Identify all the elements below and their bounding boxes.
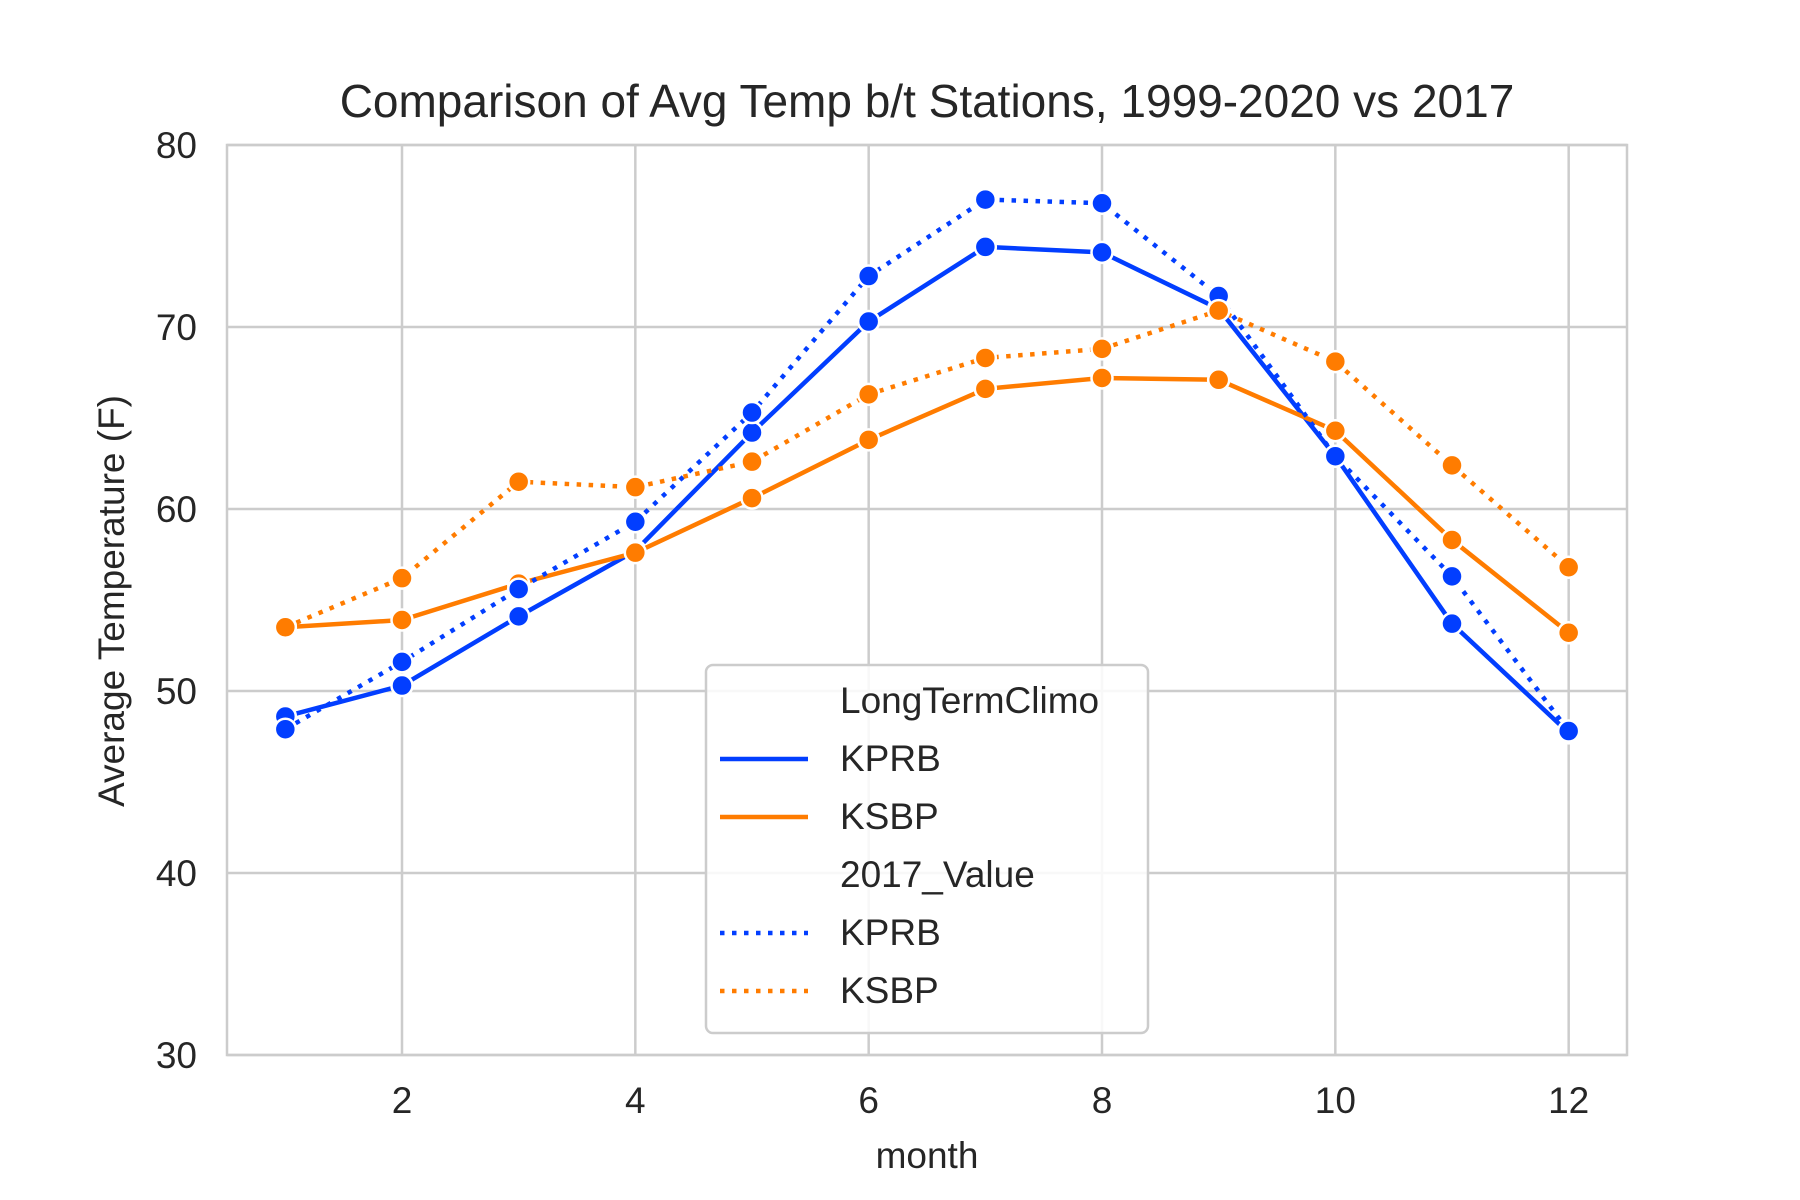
data-point (856, 428, 881, 452)
y-tick-label: 50 (156, 671, 197, 712)
data-point (506, 469, 531, 494)
x-tick-label: 4 (625, 1080, 646, 1121)
data-point (740, 449, 764, 474)
series-layer (273, 187, 1581, 745)
x-tick-label: 10 (1315, 1080, 1356, 1121)
data-point (623, 475, 648, 499)
x-tick-label: 2 (392, 1080, 413, 1121)
data-point (1440, 611, 1464, 636)
data-point (273, 615, 298, 640)
series-line (283, 244, 1571, 736)
data-point (1440, 528, 1464, 552)
data-point (1556, 719, 1581, 743)
data-point (973, 346, 998, 370)
x-tick-label: 6 (858, 1080, 879, 1121)
data-point (1090, 366, 1114, 390)
data-point (740, 400, 764, 425)
legend-group-title: LongTermClimo (840, 680, 1099, 721)
data-point (506, 604, 531, 629)
legend: LongTermClimo KPRB KSBP 2017_Value KPRB KSBP (704, 663, 1150, 1035)
data-point (1323, 444, 1348, 468)
chart-title: Comparison of Avg Temp b/t Stations, 199… (340, 75, 1515, 127)
x-tick-label: 12 (1548, 1080, 1589, 1121)
y-axis-label: Average Temperature (F) (91, 395, 132, 807)
data-point (1323, 349, 1348, 374)
series-2017-value-kprb (273, 187, 1581, 743)
y-tick-label: 30 (156, 1035, 197, 1076)
y-tick-label: 60 (156, 489, 197, 530)
data-point (740, 420, 764, 445)
data-point (973, 377, 998, 401)
data-point (1206, 298, 1231, 323)
data-point (273, 717, 298, 741)
data-point (1090, 240, 1114, 265)
series-line (283, 375, 1571, 636)
series-line (284, 308, 1571, 630)
data-point (390, 673, 414, 698)
data-point (856, 309, 881, 334)
data-point (740, 486, 764, 510)
data-point (390, 650, 414, 674)
y-tick-label: 40 (156, 853, 197, 894)
legend-entry-label: KPRB (840, 912, 941, 953)
data-point (856, 264, 881, 288)
data-point (1440, 453, 1464, 478)
data-point (1090, 191, 1114, 215)
data-point (1556, 555, 1581, 579)
series-line (284, 197, 1571, 733)
legend-entry-label: KPRB (840, 738, 941, 779)
legend-entry-label: KSBP (840, 796, 939, 837)
legend-box (704, 663, 1150, 1035)
data-point (506, 577, 531, 601)
legend-entry-label: KSBP (840, 970, 939, 1011)
data-point (1206, 368, 1231, 392)
tick-labels: 2 4 6 8 10 12 30 40 50 60 70 80 (156, 125, 1589, 1121)
legend-group-title: 2017_Value (840, 854, 1035, 895)
data-point (623, 540, 648, 565)
y-tick-label: 80 (156, 125, 197, 166)
data-point (1440, 564, 1464, 589)
x-axis-label: month (876, 1135, 979, 1176)
data-point (973, 187, 998, 212)
x-tick-label: 8 (1092, 1080, 1113, 1121)
y-tick-label: 70 (156, 307, 197, 348)
data-point (390, 608, 414, 632)
data-point (1556, 621, 1581, 645)
plot-frame (225, 143, 1629, 1057)
data-point (1323, 418, 1348, 443)
data-point (390, 566, 414, 590)
data-point (623, 509, 648, 534)
data-point (1090, 337, 1114, 361)
series-2017-value-ksbp (273, 298, 1581, 640)
data-point (973, 235, 998, 259)
data-point (856, 382, 881, 407)
